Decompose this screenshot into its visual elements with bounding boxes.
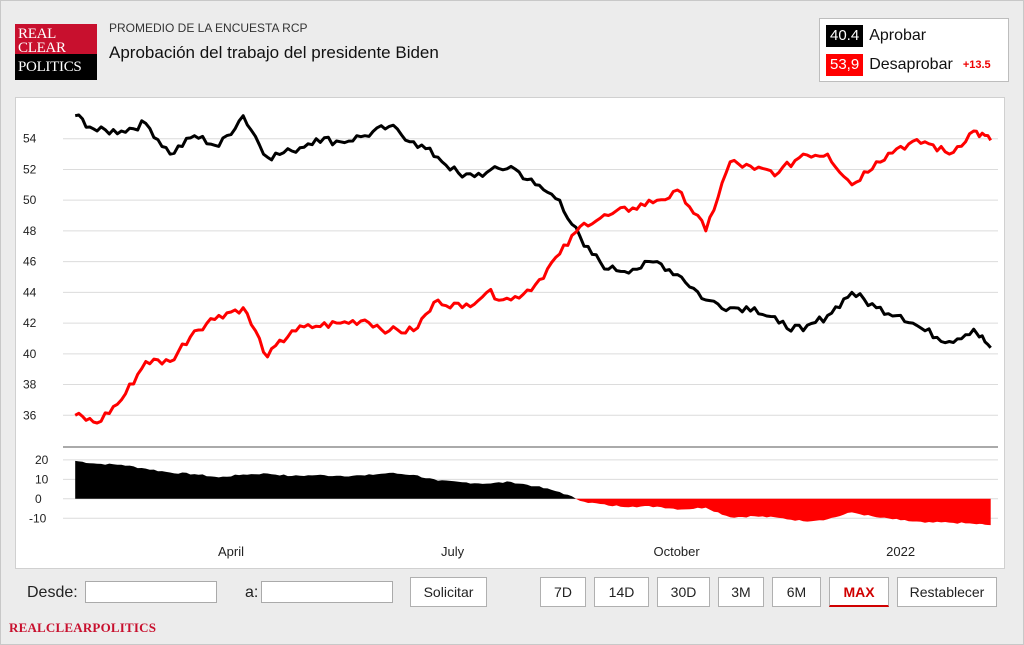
spread-area-positive: [75, 460, 991, 499]
chart-area[interactable]: 36 38 40 42 44 46 48 50 52 54 20 10 0 -10 April July Oct…: [15, 97, 1005, 569]
range-max-button[interactable]: MAX: [829, 577, 889, 607]
x-tick-label: July: [441, 544, 465, 559]
rcp-logo: REAL CLEAR POLITICS: [15, 24, 97, 80]
request-button[interactable]: Solicitar: [410, 577, 487, 607]
spread-tick-label: 20: [35, 453, 49, 467]
y-tick-label: 38: [23, 378, 37, 392]
y-tick-label: 40: [23, 347, 37, 361]
to-label: a:: [245, 584, 259, 601]
to-date-input[interactable]: [261, 581, 393, 603]
spread-tick-label: 0: [35, 492, 42, 506]
reset-button[interactable]: Restablecer: [897, 577, 997, 607]
logo-line-3: POLITICS: [18, 59, 82, 75]
range-3m-button[interactable]: 3M: [718, 577, 764, 607]
approve-line: [74, 113, 992, 349]
x-tick-label: April: [218, 544, 244, 559]
approve-value: 40.4: [826, 25, 864, 47]
from-label: Desde:: [27, 584, 78, 601]
y-tick-label: 52: [23, 162, 37, 176]
logo-line-2: CLEAR: [18, 40, 66, 56]
disapprove-value: 53,9: [826, 54, 864, 76]
header: REAL CLEAR POLITICS PROMEDIO DE LA ENCUE…: [1, 1, 1021, 97]
legend-box: 40.4 Aprobar 53,9 Desaprobar +13.5: [819, 18, 1009, 82]
x-tick-label: October: [653, 544, 700, 559]
legend-approve: 40.4 Aprobar: [826, 24, 926, 48]
y-tick-label: 36: [23, 408, 37, 422]
chart-subtitle: PROMEDIO DE LA ENCUESTA RCP: [109, 21, 308, 35]
footer-brand: REALCLEARPOLITICS: [9, 620, 157, 635]
spread-tick-label: 10: [35, 472, 49, 486]
range-7d-button[interactable]: 7D: [540, 577, 586, 607]
y-tick-label: 44: [23, 285, 37, 299]
disapprove-line: [74, 129, 992, 425]
x-tick-label: 2022: [886, 544, 915, 559]
from-date-input[interactable]: [85, 581, 217, 603]
controls-bar: Desde: a: Solicitar 7D 14D 30D 3M 6M MAX…: [15, 570, 1003, 616]
spread-tick-label: -10: [29, 511, 47, 525]
y-tick-label: 48: [23, 224, 37, 238]
disapprove-label: Desaprobar: [869, 56, 953, 73]
y-tick-label: 42: [23, 316, 37, 330]
legend-disapprove: 53,9 Desaprobar +13.5: [826, 53, 991, 77]
spread-value: +13.5: [962, 59, 991, 71]
y-tick-label: 50: [23, 193, 37, 207]
y-tick-label: 54: [23, 132, 37, 146]
logo-line-1: REAL: [18, 26, 56, 42]
range-30d-button[interactable]: 30D: [657, 577, 710, 607]
range-6m-button[interactable]: 6M: [772, 577, 821, 607]
spread-area-negative: [75, 498, 991, 526]
approve-label: Aprobar: [869, 27, 927, 44]
chart-title: Aprobación del trabajo del presidente Bi…: [109, 43, 439, 62]
chart-svg[interactable]: 36 38 40 42 44 46 48 50 52 54 20 10 0 -10 April July Oct…: [16, 98, 1004, 568]
y-tick-label: 46: [23, 255, 37, 269]
range-14d-button[interactable]: 14D: [594, 577, 649, 607]
